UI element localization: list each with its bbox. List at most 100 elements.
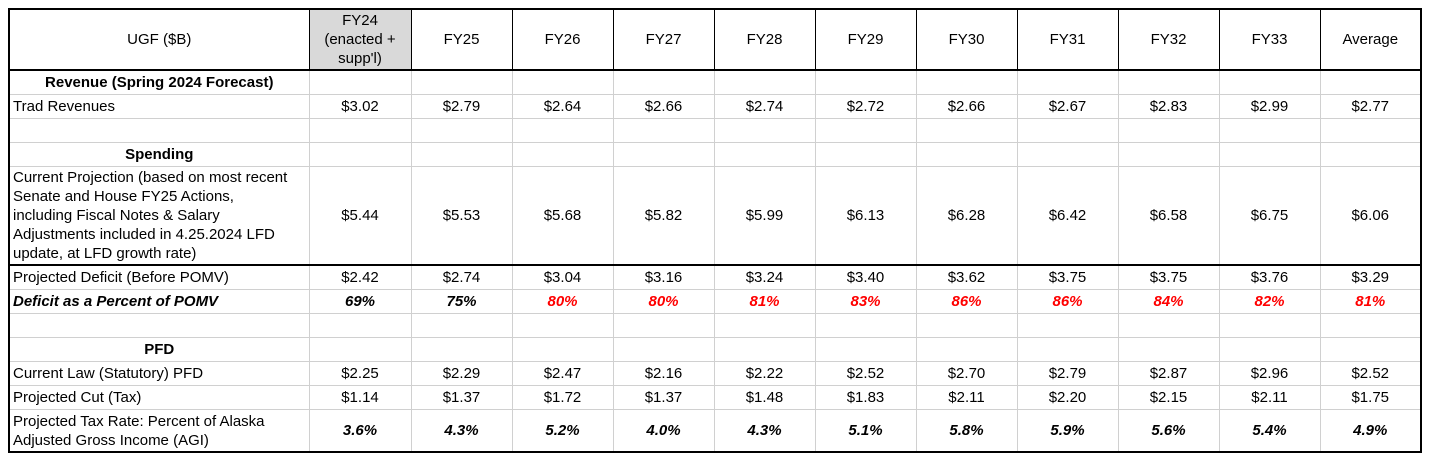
value-cell: $2.66 xyxy=(612,94,715,119)
value-cell: $2.66 xyxy=(915,94,1018,119)
spacer-row xyxy=(8,313,1422,338)
header-fy24-line1: FY24 xyxy=(342,12,378,29)
value-cell: $6.28 xyxy=(915,166,1018,266)
value-cell: $2.99 xyxy=(1218,94,1321,119)
average-cell: $3.29 xyxy=(1319,264,1422,290)
value-cell: $2.74 xyxy=(410,264,513,290)
value-cell: 80% xyxy=(511,289,614,314)
header-year: FY31 xyxy=(1016,8,1119,71)
table-row: Current Projection (based on most recent… xyxy=(8,166,1422,266)
value-cell: 5.8% xyxy=(915,409,1018,453)
value-cell: $3.62 xyxy=(915,264,1018,290)
row-label: Projected Cut (Tax) xyxy=(8,385,310,410)
row-label-line: including Fiscal Notes & Salary xyxy=(13,207,220,224)
value-cell: 86% xyxy=(1016,289,1119,314)
section-title-pfd: PFD xyxy=(8,337,310,362)
table-row: Trad Revenues $3.02 $2.79 $2.64 $2.66 $2.74 $… xyxy=(8,94,1422,119)
value-cell: 86% xyxy=(915,289,1018,314)
value-cell: $3.76 xyxy=(1218,264,1321,290)
value-cell: 81% xyxy=(713,289,816,314)
spacer-row xyxy=(8,118,1422,143)
header-label: UGF ($B) xyxy=(8,8,310,71)
value-cell: 69% xyxy=(308,289,412,314)
section-row-pfd: PFD xyxy=(8,337,1422,362)
value-cell: $2.72 xyxy=(814,94,917,119)
row-label-line: Adjusted Gross Income (AGI) xyxy=(13,431,209,449)
header-fy24-line2: (enacted + xyxy=(324,31,396,48)
value-cell: $5.44 xyxy=(308,166,412,266)
value-cell: 3.6% xyxy=(308,409,412,453)
row-label: Deficit as a Percent of POMV xyxy=(8,289,310,314)
value-cell: 5.4% xyxy=(1218,409,1321,453)
header-average: Average xyxy=(1319,8,1422,71)
header-year: FY28 xyxy=(713,8,816,71)
value-cell: 80% xyxy=(612,289,715,314)
average-cell: $1.75 xyxy=(1319,385,1422,410)
value-cell: $2.79 xyxy=(1016,361,1119,386)
value-cell: $2.11 xyxy=(915,385,1018,410)
value-cell: $2.79 xyxy=(410,94,513,119)
row-label-line: update, at LFD growth rate) xyxy=(13,245,197,262)
header-year: FY27 xyxy=(612,8,715,71)
value-cell: $6.42 xyxy=(1016,166,1119,266)
section-row-spending: Spending xyxy=(8,142,1422,167)
value-cell: $6.75 xyxy=(1218,166,1321,266)
average-cell: $2.77 xyxy=(1319,94,1422,119)
value-cell: $3.02 xyxy=(308,94,412,119)
value-cell: 4.0% xyxy=(612,409,715,453)
value-cell: $3.16 xyxy=(612,264,715,290)
header-year: FY32 xyxy=(1117,8,1220,71)
value-cell: $2.83 xyxy=(1117,94,1220,119)
section-row-revenue: Revenue (Spring 2024 Forecast) xyxy=(8,69,1422,95)
header-year: FY30 xyxy=(915,8,1018,71)
average-cell: 81% xyxy=(1319,289,1422,314)
value-cell: $2.74 xyxy=(713,94,816,119)
average-cell: 4.9% xyxy=(1319,409,1422,453)
header-fy24-line3: supp'l) xyxy=(338,50,382,67)
value-cell: $1.14 xyxy=(308,385,412,410)
value-cell: $2.15 xyxy=(1117,385,1220,410)
value-cell: $2.70 xyxy=(915,361,1018,386)
table-row: Projected Cut (Tax) $1.14 $1.37 $1.72 $1.37… xyxy=(8,385,1422,410)
value-cell: $2.11 xyxy=(1218,385,1321,410)
value-cell: $2.67 xyxy=(1016,94,1119,119)
row-label-line: Adjustments included in 4.25.2024 LFD xyxy=(13,226,275,243)
value-cell: $3.40 xyxy=(814,264,917,290)
value-cell: 4.3% xyxy=(410,409,513,453)
header-fy24: FY24 (enacted + supp'l) xyxy=(308,8,412,71)
table-row: Deficit as a Percent of POMV 69% 75% 80% 80… xyxy=(8,289,1422,314)
value-cell: $3.04 xyxy=(511,264,614,290)
header-year: FY25 xyxy=(410,8,513,71)
average-cell: $2.52 xyxy=(1319,361,1422,386)
value-cell: $2.25 xyxy=(308,361,412,386)
table-row: Projected Tax Rate: Percent of Alaska Ad… xyxy=(8,409,1422,453)
value-cell: $2.52 xyxy=(814,361,917,386)
row-label-line: Current Projection (based on most recent xyxy=(13,169,288,186)
header-row: UGF ($B) FY24 (enacted + supp'l) FY25 FY… xyxy=(8,8,1422,71)
row-label: Projected Tax Rate: Percent of Alaska Ad… xyxy=(8,409,310,453)
value-cell: $1.37 xyxy=(612,385,715,410)
value-cell: $1.72 xyxy=(511,385,614,410)
value-cell: 84% xyxy=(1117,289,1220,314)
header-year: FY33 xyxy=(1218,8,1321,71)
value-cell: $3.75 xyxy=(1016,264,1119,290)
value-cell: $1.83 xyxy=(814,385,917,410)
value-cell: $5.53 xyxy=(410,166,513,266)
value-cell: 83% xyxy=(814,289,917,314)
value-cell: $5.68 xyxy=(511,166,614,266)
value-cell: 5.6% xyxy=(1117,409,1220,453)
average-cell: $6.06 xyxy=(1319,166,1422,266)
value-cell: 4.3% xyxy=(713,409,816,453)
row-label-line: Senate and House FY25 Actions, xyxy=(13,188,234,205)
value-cell: $2.22 xyxy=(713,361,816,386)
section-title-revenue: Revenue (Spring 2024 Forecast) xyxy=(8,69,310,95)
value-cell: $2.29 xyxy=(410,361,513,386)
value-cell: $2.96 xyxy=(1218,361,1321,386)
value-cell: 5.1% xyxy=(814,409,917,453)
value-cell: $3.75 xyxy=(1117,264,1220,290)
value-cell: $2.47 xyxy=(511,361,614,386)
value-cell: $2.16 xyxy=(612,361,715,386)
value-cell: $6.13 xyxy=(814,166,917,266)
value-cell: $6.58 xyxy=(1117,166,1220,266)
row-label: Trad Revenues xyxy=(8,94,310,119)
